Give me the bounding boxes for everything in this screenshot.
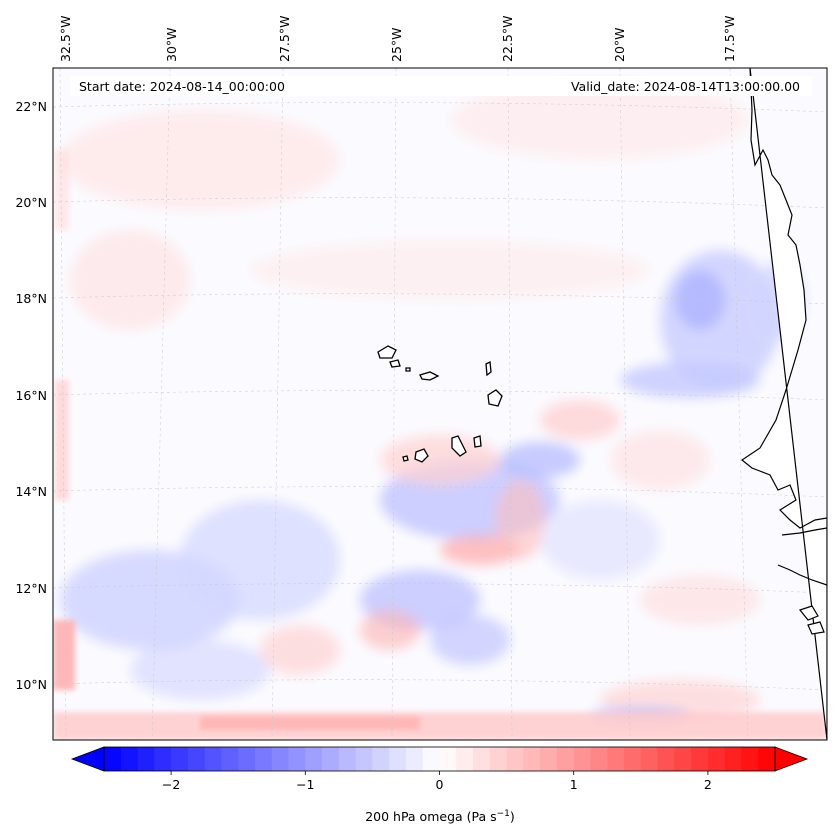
colorbar-cell	[540, 747, 558, 771]
colorbar-cell	[489, 747, 508, 771]
guinea-bissau-coast	[777, 564, 827, 586]
colorbar-cell	[271, 747, 290, 771]
lon-tick: 27.5°W	[277, 16, 292, 62]
island-santa-luzia	[405, 367, 411, 372]
colorbar-cell	[590, 747, 608, 771]
island-maio	[473, 435, 482, 448]
island-sao-vicente	[389, 359, 401, 368]
africa-coast	[740, 68, 827, 740]
omega-field	[60, 80, 805, 723]
island-fogo	[414, 448, 429, 463]
colorbar-cell	[288, 747, 306, 771]
colorbar-cell	[640, 747, 659, 771]
lon-tick: 25°W	[389, 27, 404, 62]
colorbar-cell	[657, 747, 675, 771]
colorbar-cell	[372, 747, 390, 771]
island-sal	[485, 360, 492, 377]
cabo-verde-islands	[377, 345, 503, 463]
colorbar-cell	[707, 747, 726, 771]
colorbar-tick-label: −2	[162, 777, 180, 792]
bissagos-islands	[798, 605, 819, 621]
colorbar-tick-label: 2	[704, 777, 712, 792]
island-brava	[402, 455, 409, 462]
colorbar-cell	[624, 747, 642, 771]
lon-tick: 30°W	[164, 27, 179, 62]
lon-tick: 20°W	[612, 27, 627, 62]
colorbar-cells	[104, 747, 776, 771]
lat-tick: 16°N	[15, 388, 47, 403]
bissagos-islands-2	[807, 621, 825, 635]
colorbar-tick-label: 1	[570, 777, 578, 792]
lat-tick: 14°N	[15, 484, 47, 499]
valid-date-label: Valid_date: 2024-08-14T13:00:00.00	[571, 79, 800, 94]
lat-tick: 18°N	[15, 291, 47, 306]
lat-tick: 20°N	[15, 195, 47, 210]
map-frame	[52, 67, 828, 741]
lat-tick: 22°N	[15, 99, 47, 114]
island-santo-antao	[377, 345, 397, 359]
colorbar-cell	[439, 747, 457, 771]
boundary-bands	[53, 150, 827, 740]
colorbar-cell	[322, 747, 340, 771]
start-date-label: Start date: 2024-08-14_00:00:00	[79, 79, 285, 94]
colorbar-cell	[120, 747, 139, 771]
colorbar-cell	[674, 747, 692, 771]
colorbar-cell	[154, 747, 172, 771]
colorbar-cell	[691, 747, 709, 771]
colorbar-cell	[506, 747, 524, 771]
colorbar-cell	[405, 747, 424, 771]
lon-tick: 32.5°W	[58, 16, 73, 62]
lon-tick-labels: 32.5°W 30°W 27.5°W 25°W 22.5°W 20°W 17.5…	[58, 16, 737, 62]
colorbar-cell	[305, 747, 323, 771]
gambia-river	[781, 527, 827, 536]
colorbar-cell	[254, 747, 273, 771]
colorbar-cell	[456, 747, 474, 771]
colorbar-cell	[422, 747, 441, 771]
island-sao-nicolau	[419, 371, 440, 381]
colorbar-cell	[741, 747, 759, 771]
colorbar-cell	[137, 747, 155, 771]
colorbar-tick-label: −1	[296, 777, 314, 792]
lat-tick: 10°N	[15, 677, 47, 692]
colorbar-cell	[724, 747, 743, 771]
colorbar-cell	[221, 747, 239, 771]
colorbar-extend-max	[774, 746, 809, 772]
colorbar-ticks: −2 −1 0 1 2	[162, 771, 712, 792]
colorbar-cell	[171, 747, 189, 771]
map-panel	[53, 68, 827, 740]
colorbar: −2 −1 0 1 2 200 hPa omega (Pa s−1)	[70, 746, 809, 824]
colorbar-cell	[556, 747, 575, 771]
colorbar-tick-label: 0	[436, 777, 444, 792]
colorbar-cell	[338, 747, 357, 771]
colorbar-cell	[607, 747, 625, 771]
coastline	[740, 68, 827, 740]
lat-tick: 12°N	[15, 581, 47, 596]
island-boa-vista	[487, 389, 503, 407]
colorbar-cell	[204, 747, 223, 771]
colorbar-cell	[355, 747, 374, 771]
lon-tick: 22.5°W	[500, 16, 515, 62]
colorbar-cell	[573, 747, 592, 771]
colorbar-cell	[238, 747, 256, 771]
colorbar-cell	[187, 747, 206, 771]
lat-tick-labels: 22°N 20°N 18°N 16°N 14°N 12°N 10°N	[15, 99, 47, 692]
gridlines	[53, 68, 827, 740]
colorbar-label: 200 hPa omega (Pa s−1)	[365, 809, 515, 824]
colorbar-cell	[473, 747, 491, 771]
colorbar-cell	[389, 747, 407, 771]
colorbar-cell	[758, 747, 776, 771]
colorbar-cell	[104, 747, 122, 771]
colorbar-cell	[523, 747, 541, 771]
island-santiago	[451, 435, 467, 457]
colorbar-extend-min	[70, 746, 105, 772]
lon-tick: 17.5°W	[722, 16, 737, 62]
header-strip	[70, 76, 812, 96]
